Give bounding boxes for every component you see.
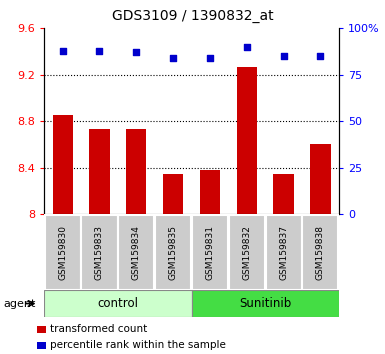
- Bar: [237, 67, 257, 214]
- Point: [207, 55, 213, 61]
- Bar: [126, 129, 146, 214]
- Bar: [82, 215, 117, 290]
- Text: GSM159831: GSM159831: [206, 225, 214, 280]
- Bar: [192, 215, 228, 290]
- Point: [170, 55, 176, 61]
- Point: [96, 48, 102, 53]
- Text: agent: agent: [4, 298, 36, 309]
- Bar: [37, 326, 46, 333]
- Text: GSM159830: GSM159830: [58, 225, 67, 280]
- Text: GSM159834: GSM159834: [132, 225, 141, 280]
- Bar: [89, 129, 110, 214]
- Bar: [53, 115, 73, 214]
- Bar: [273, 173, 294, 214]
- Point: [60, 48, 66, 53]
- Text: GSM159835: GSM159835: [169, 225, 177, 280]
- Bar: [229, 215, 265, 290]
- Bar: [200, 170, 220, 214]
- Text: GSM159837: GSM159837: [279, 225, 288, 280]
- Bar: [37, 342, 46, 349]
- Text: control: control: [97, 297, 138, 310]
- Text: Sunitinib: Sunitinib: [239, 297, 291, 310]
- Bar: [118, 215, 154, 290]
- Bar: [310, 144, 330, 214]
- Text: transformed count: transformed count: [50, 324, 147, 334]
- Point: [317, 53, 323, 59]
- Text: percentile rank within the sample: percentile rank within the sample: [50, 340, 226, 350]
- Bar: [192, 290, 339, 317]
- Bar: [266, 215, 301, 290]
- Text: GSM159832: GSM159832: [242, 225, 251, 280]
- Text: GSM159833: GSM159833: [95, 225, 104, 280]
- Point: [281, 53, 287, 59]
- Bar: [44, 290, 192, 317]
- Bar: [163, 173, 183, 214]
- Point: [133, 50, 139, 55]
- Bar: [45, 215, 81, 290]
- Point: [244, 44, 250, 50]
- Text: GSM159838: GSM159838: [316, 225, 325, 280]
- Bar: [302, 215, 338, 290]
- Bar: [155, 215, 191, 290]
- Text: GDS3109 / 1390832_at: GDS3109 / 1390832_at: [112, 9, 273, 23]
